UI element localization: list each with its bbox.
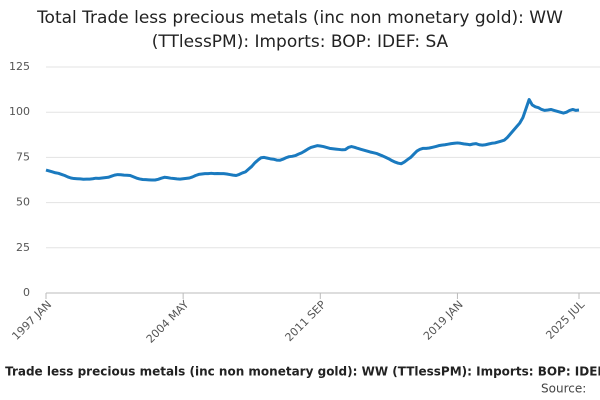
chart-title: Total Trade less precious metals (inc no…: [37, 8, 563, 52]
x-tick-label: 2011 SEP: [283, 298, 329, 344]
y-tick-label: 25: [16, 241, 30, 254]
y-tick-label: 75: [16, 150, 30, 163]
data-line: [45, 98, 580, 182]
x-tick-label: 1997 JAN: [9, 298, 54, 343]
y-tick-label: 100: [9, 105, 30, 118]
y-tick-label: 50: [16, 196, 30, 209]
x-tick-label: 2019 JAN: [421, 298, 466, 343]
x-tick-label: 2025 JUL: [543, 297, 587, 341]
x-tick-label: 2004 MAY: [144, 298, 192, 346]
source: Source:: [541, 382, 586, 396]
x-axis-label: Total Trade less precious metals (inc no…: [0, 365, 600, 379]
y-tick-label: 125: [9, 60, 30, 73]
y-tick-label: 0: [23, 286, 30, 299]
